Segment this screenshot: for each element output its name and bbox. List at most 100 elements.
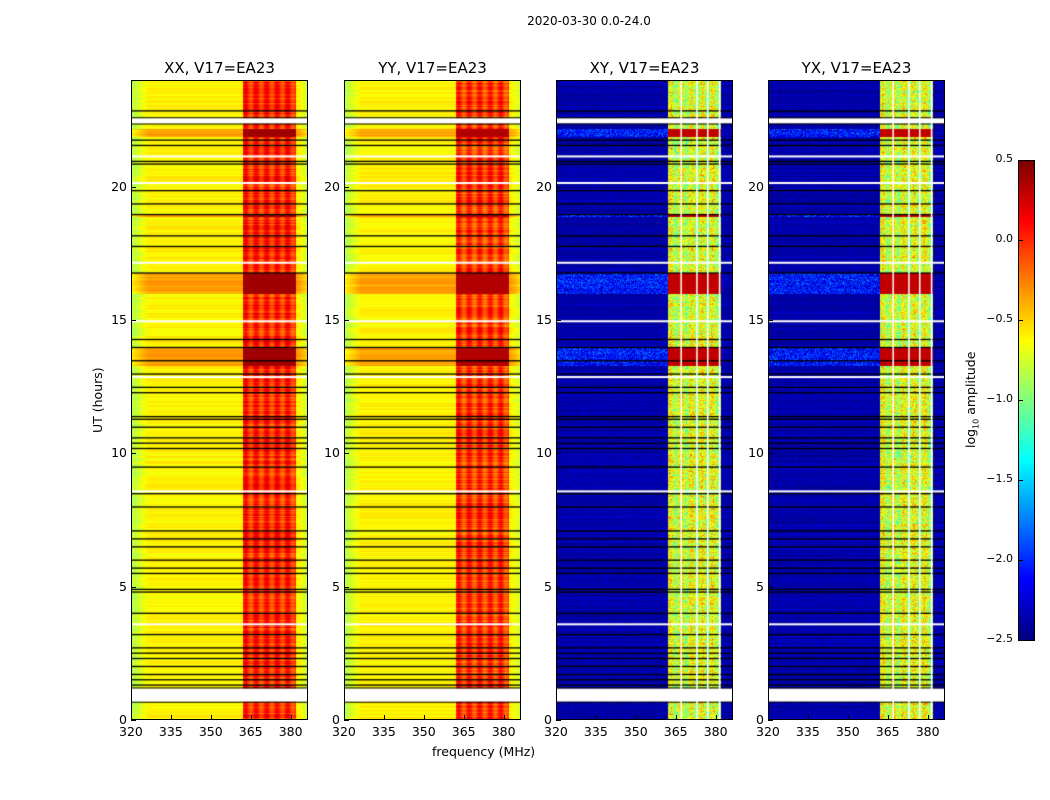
y-tick-label: 10 — [536, 445, 552, 461]
heatmap-panel — [768, 80, 945, 720]
x-tick-label: 335 — [158, 724, 183, 739]
y-tick-mark — [131, 320, 136, 321]
x-axis-label: frequency (MHz) — [432, 744, 536, 759]
x-tick-label: 350 — [835, 724, 860, 739]
y-tick-label: 20 — [536, 178, 552, 194]
heatmap-panel — [344, 80, 521, 720]
colorbar-tick-label: 0.0 — [995, 232, 1014, 245]
y-tick-mark — [344, 453, 349, 455]
y-tick-mark — [556, 453, 561, 455]
x-tick-mark — [344, 715, 345, 720]
colorbar-tick-label: −0.5 — [986, 312, 1013, 325]
x-tick-label: 380 — [915, 724, 940, 739]
x-tick-mark — [423, 715, 425, 720]
panel-title: XY, V17=EA23 — [589, 59, 700, 77]
x-tick-label: 350 — [411, 724, 436, 739]
x-tick-mark — [807, 715, 809, 720]
x-tick-label: 380 — [491, 724, 516, 739]
colorbar-tick-mark — [1019, 240, 1023, 241]
x-tick-label: 335 — [795, 724, 820, 739]
panel-title: XX, V17=EA23 — [164, 59, 275, 77]
y-tick-label: 20 — [111, 178, 127, 194]
colorbar-gradient — [1019, 161, 1034, 640]
x-tick-mark — [556, 715, 557, 720]
x-tick-mark — [927, 715, 929, 720]
x-tick-label: 335 — [583, 724, 608, 739]
x-tick-label: 320 — [332, 724, 356, 739]
x-tick-label: 380 — [703, 724, 728, 739]
panel-title: YX, V17=EA23 — [801, 59, 912, 77]
y-tick-mark — [344, 586, 349, 588]
y-axis-label: UT (hours) — [90, 367, 105, 433]
y-tick-mark — [768, 586, 773, 588]
x-tick-mark — [503, 715, 505, 720]
x-tick-label: 320 — [119, 724, 143, 739]
x-tick-mark — [847, 715, 849, 720]
heatmap-panel — [556, 80, 733, 720]
colorbar-tick-label: 0.5 — [995, 152, 1014, 165]
x-tick-mark — [887, 715, 889, 720]
y-tick-mark — [768, 720, 773, 721]
x-tick-label: 365 — [875, 724, 900, 739]
y-tick-mark — [344, 720, 349, 721]
heatmap-image — [769, 81, 944, 719]
y-tick-mark — [131, 586, 136, 588]
colorbar-tick-label: −2.5 — [986, 632, 1013, 645]
y-tick-mark — [556, 320, 561, 321]
y-tick-mark — [768, 320, 773, 321]
y-tick-label: 10 — [748, 445, 764, 461]
y-tick-mark — [556, 586, 561, 588]
x-tick-mark — [383, 715, 385, 720]
y-tick-label: 0 — [119, 712, 127, 727]
colorbar — [1018, 160, 1035, 641]
y-tick-mark — [556, 186, 561, 188]
y-tick-mark — [768, 453, 773, 455]
colorbar-tick-label: −2.0 — [986, 552, 1013, 565]
y-tick-label: 5 — [332, 578, 340, 594]
y-tick-label: 15 — [748, 312, 764, 327]
colorbar-tick-mark — [1019, 320, 1023, 321]
x-tick-label: 365 — [451, 724, 476, 739]
x-tick-label: 335 — [371, 724, 396, 739]
x-tick-label: 365 — [238, 724, 263, 739]
colorbar-tick-mark — [1019, 400, 1023, 401]
y-tick-mark — [131, 453, 136, 455]
x-tick-mark — [463, 715, 465, 720]
y-tick-label: 5 — [119, 578, 127, 594]
colorbar-tick-label: −1.0 — [986, 392, 1013, 405]
y-tick-label: 15 — [536, 312, 552, 327]
x-tick-label: 320 — [544, 724, 568, 739]
y-tick-mark — [768, 186, 773, 188]
colorbar-tick-mark — [1019, 480, 1023, 481]
x-tick-mark — [595, 715, 597, 720]
x-tick-label: 350 — [198, 724, 223, 739]
heatmap-image — [132, 81, 307, 719]
colorbar-tick-mark — [1019, 560, 1023, 561]
panel-title: YY, V17=EA23 — [378, 59, 487, 77]
x-tick-mark — [210, 715, 212, 720]
y-tick-label: 10 — [324, 445, 340, 461]
x-tick-mark — [675, 715, 677, 720]
x-tick-mark — [635, 715, 637, 720]
heatmap-panel — [131, 80, 308, 720]
y-tick-label: 20 — [324, 178, 340, 194]
x-tick-mark — [768, 715, 769, 720]
x-tick-label: 320 — [756, 724, 780, 739]
x-tick-label: 380 — [278, 724, 303, 739]
x-tick-mark — [131, 715, 132, 720]
colorbar-tick-mark — [1019, 160, 1023, 161]
y-tick-label: 0 — [756, 712, 764, 727]
y-tick-label: 5 — [544, 578, 552, 594]
figure-title: 2020-03-30 0.0-24.0 — [527, 14, 651, 28]
y-tick-mark — [556, 720, 561, 721]
y-tick-label: 5 — [756, 578, 764, 594]
y-tick-label: 15 — [111, 312, 127, 327]
y-tick-mark — [344, 186, 349, 188]
x-tick-label: 365 — [663, 724, 688, 739]
y-tick-label: 10 — [111, 445, 127, 461]
x-tick-mark — [715, 715, 717, 720]
colorbar-tick-label: −1.5 — [986, 472, 1013, 485]
colorbar-tick-mark — [1019, 640, 1023, 641]
heatmap-image — [557, 81, 732, 719]
x-tick-mark — [290, 715, 292, 720]
